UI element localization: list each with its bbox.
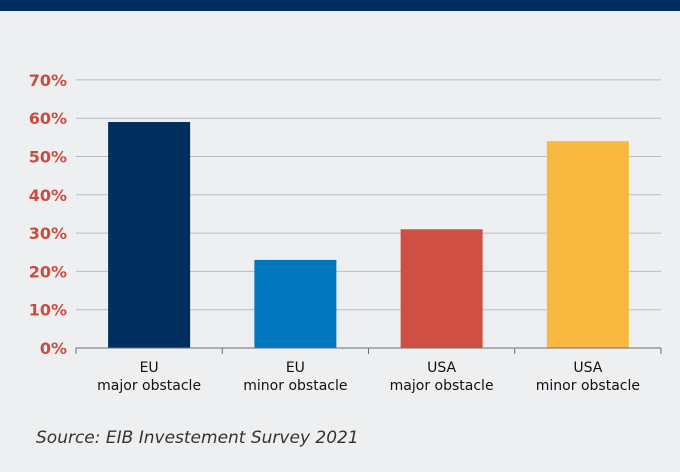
category-label-line: minor obstacle [536, 378, 640, 394]
y-tick-label: 20% [29, 262, 67, 281]
y-tick-label: 70% [29, 71, 67, 90]
y-tick-label: 10% [29, 301, 67, 320]
header-band [0, 0, 680, 11]
category-label: USA major obstacle [390, 360, 494, 394]
bar [108, 122, 191, 348]
bars [108, 122, 629, 348]
bar [546, 141, 629, 348]
y-tick-label: 60% [29, 109, 67, 128]
category-label-line: minor obstacle [243, 378, 347, 394]
category-labels: EU major obstacle EU minor obstacle USA major… [97, 360, 640, 394]
category-label: EU major obstacle [97, 360, 201, 394]
y-tick-label: 30% [29, 224, 67, 243]
category-label-line: EU [140, 360, 159, 376]
bar [400, 229, 483, 348]
y-tick-label: 50% [29, 148, 67, 167]
source-note: Source: EIB Investement Survey 2021 [36, 428, 359, 448]
category-label-line: USA [573, 360, 602, 376]
category-label-line: major obstacle [390, 378, 494, 394]
category-label-line: USA [427, 360, 456, 376]
x-axis [75, 347, 662, 354]
y-tick-label: 40% [29, 186, 67, 205]
category-label: EU minor obstacle [243, 360, 347, 394]
y-tick-labels: 0% 10% 20% 30% 40% 50% 60% 70% [29, 71, 67, 358]
y-tick-label: 0% [40, 339, 67, 358]
bar [254, 259, 337, 348]
category-label: USA minor obstacle [536, 360, 640, 394]
category-label-line: EU [286, 360, 305, 376]
category-label-line: major obstacle [97, 378, 201, 394]
